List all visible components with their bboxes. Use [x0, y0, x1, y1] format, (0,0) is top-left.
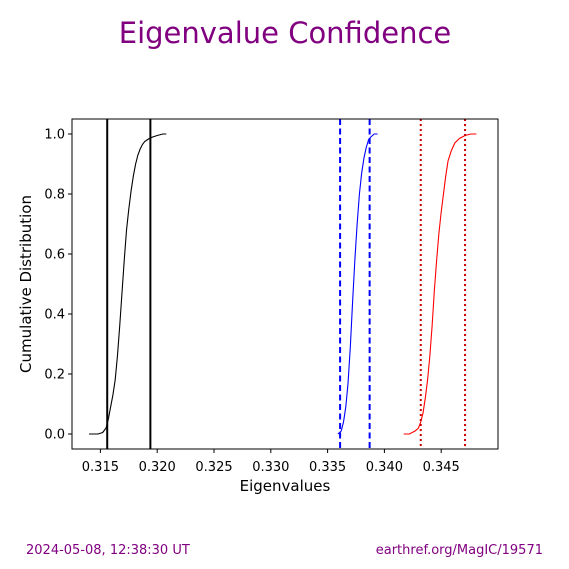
- cdf-line-1: [89, 133, 167, 435]
- y-axis-ticks: 0.0 0.2 0.4 0.6 0.8 1.0: [44, 128, 72, 443]
- x-axis-ticks: 0.315 0.320 0.325 0.330 0.335 0.340 0.345: [82, 449, 460, 475]
- y-tick-label: 0.4: [44, 308, 65, 323]
- x-tick-label: 0.320: [139, 460, 176, 475]
- plot-area: 0.315 0.320 0.325 0.330 0.335 0.340 0.345 0.00…: [44, 118, 499, 475]
- y-axis-label: Cumulative Distribution: [17, 195, 35, 373]
- y-tick-label: 0.8: [44, 188, 65, 203]
- series-layer: [89, 133, 477, 435]
- chart-title: Eigenvalue Confidence: [119, 16, 452, 50]
- x-tick-label: 0.340: [366, 460, 403, 475]
- y-tick-label: 0.6: [44, 248, 65, 263]
- y-tick-label: 0.0: [44, 428, 65, 443]
- footer-timestamp: 2024-05-08, 12:38:30 UT: [26, 543, 190, 558]
- footer-magic-link: earthref.org/MagIC/19571: [376, 543, 543, 558]
- x-tick-label: 0.330: [252, 460, 289, 475]
- x-tick-label: 0.345: [423, 460, 460, 475]
- confidence-bounds-layer: [106, 119, 467, 449]
- cdf-line-2: [337, 133, 378, 435]
- x-tick-label: 0.325: [195, 460, 232, 475]
- x-axis-label: Eigenvalues: [240, 477, 331, 495]
- y-tick-label: 1.0: [44, 128, 65, 143]
- y-tick-label: 0.2: [44, 368, 65, 383]
- x-tick-label: 0.315: [82, 460, 119, 475]
- x-tick-label: 0.335: [309, 460, 346, 475]
- plot-frame: [71, 118, 499, 450]
